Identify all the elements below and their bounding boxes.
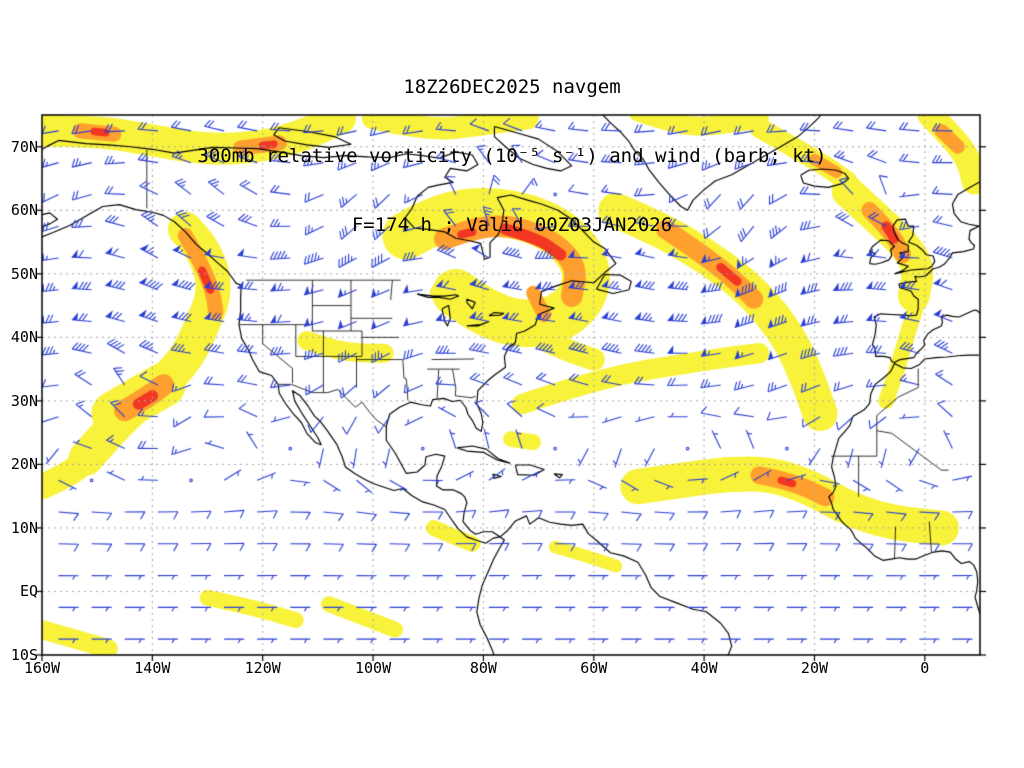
x-axis-label: 40W (690, 659, 718, 677)
x-axis-label: 60W (580, 659, 608, 677)
y-axis-label: 30N (10, 391, 38, 410)
y-axis-label: 10S (10, 646, 38, 664)
x-axis-label: 140W (134, 659, 171, 677)
y-axis-label: 40N (10, 328, 38, 347)
y-axis-label: EQ (19, 582, 38, 601)
x-axis-label: 160W (23, 659, 61, 677)
y-axis-label: 20N (10, 455, 38, 474)
chart-title-valid: F=174 h ; Valid 00Z03JAN2026 (351, 214, 673, 236)
x-axis-label: 80W (469, 659, 497, 677)
chart-title-field: 300mb relative vorticity (10⁻⁵ s⁻¹) and … (197, 145, 827, 167)
y-axis-label: 70N (10, 137, 38, 156)
x-axis-label: 120W (244, 659, 281, 677)
x-axis-label: 100W (354, 659, 392, 677)
x-axis-label: 20W (800, 659, 829, 677)
y-axis-label: 60N (10, 201, 38, 220)
x-axis-label: 0 (920, 659, 930, 677)
chart-titles: 18Z26DEC2025 navgem 300mb relative vorti… (0, 30, 1024, 283)
y-axis-label: 50N (10, 264, 38, 283)
y-axis-label: 10N (10, 518, 38, 537)
chart-title-init: 18Z26DEC2025 navgem (403, 76, 621, 98)
